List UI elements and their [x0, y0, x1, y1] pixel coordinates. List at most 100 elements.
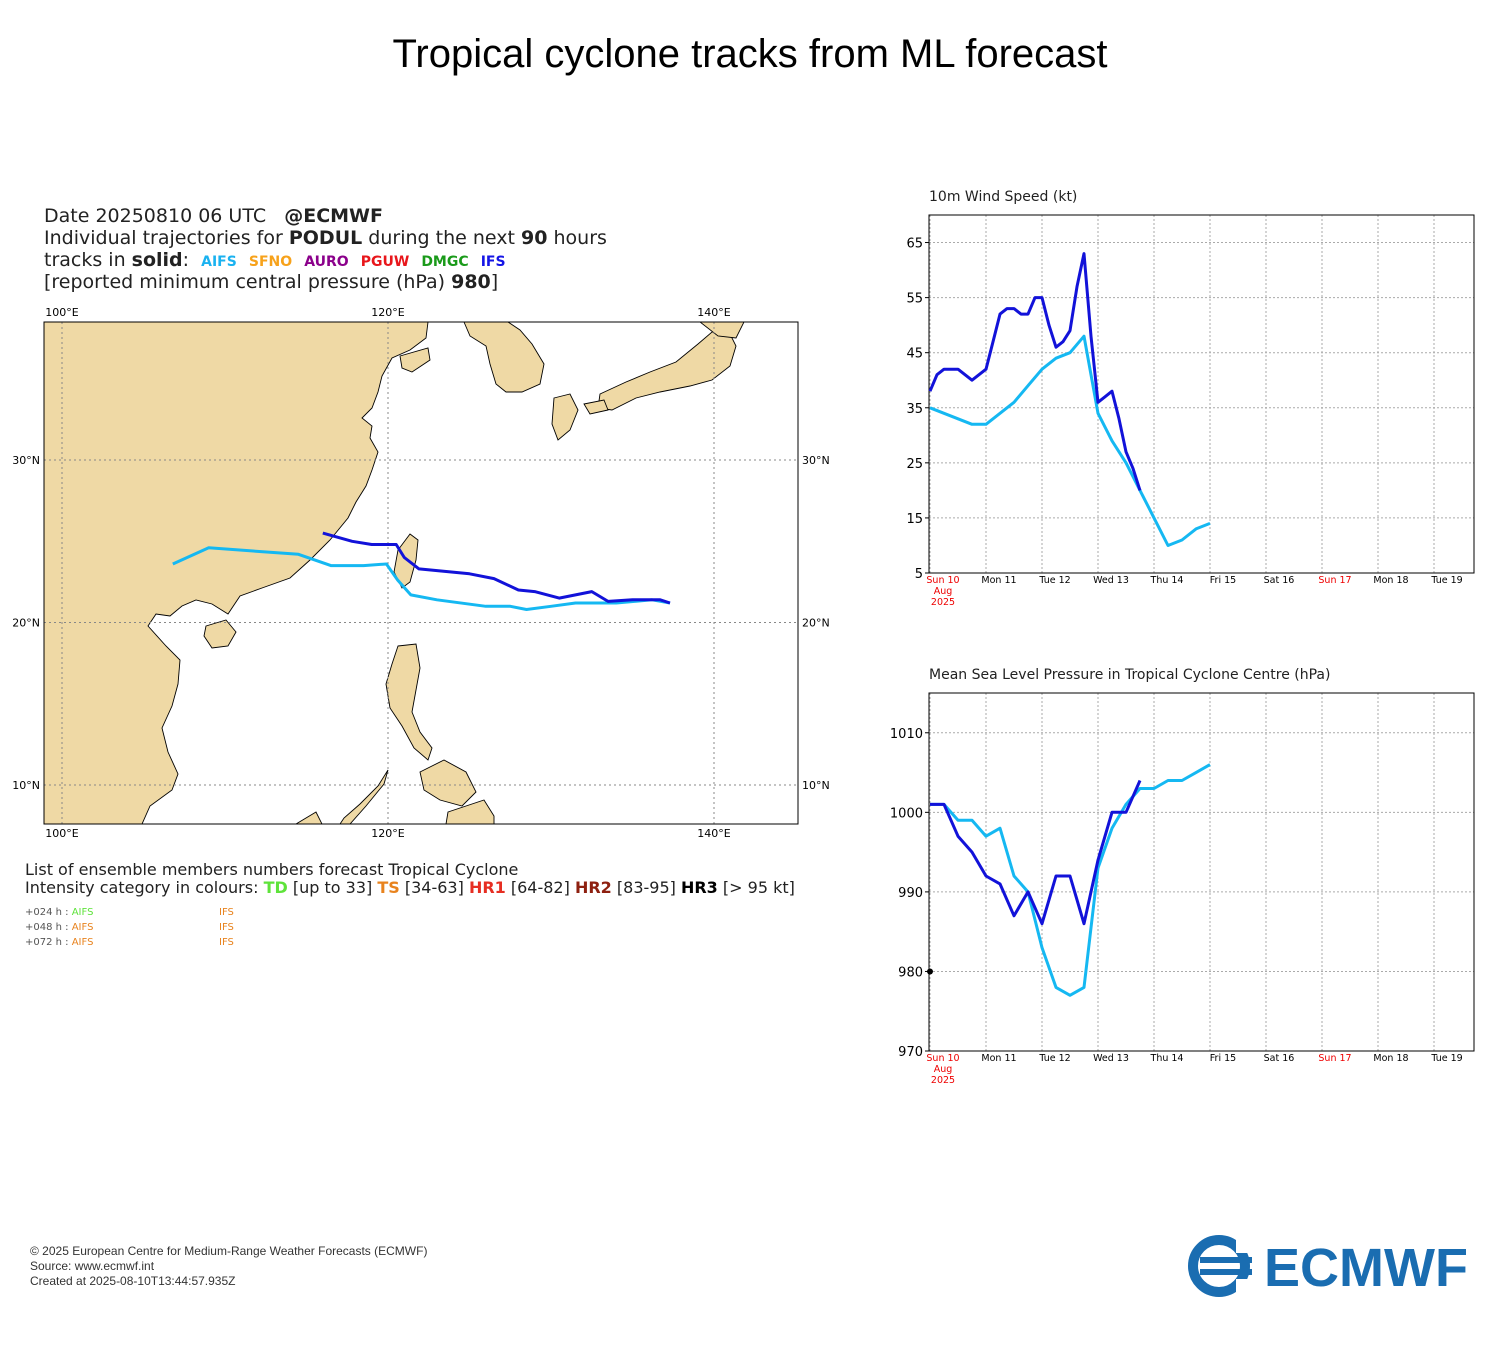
chart-xtick-label: Sat 16	[1264, 575, 1295, 586]
track-aifs	[172, 546, 671, 611]
chart-ytick-label: 1010	[890, 727, 923, 742]
chart-xtick-label: Sun 17	[1318, 1053, 1351, 1064]
chart-xtick-label: Tue 19	[1430, 1053, 1462, 1064]
map-lat-label-left: 10°N	[12, 779, 40, 792]
land-hainan	[203, 619, 237, 649]
map-lat-label-left: 30°N	[12, 454, 40, 467]
map-lat-label-right: 30°N	[802, 454, 830, 467]
legend-row-24: +024 h : AIFS	[25, 907, 93, 918]
chart-xtick-month: Aug	[934, 1064, 953, 1075]
chart-xtick-label: Wed 13	[1093, 575, 1129, 586]
legend-line-2: Intensity category in colours: TD [up to…	[25, 878, 795, 897]
legend-line-1: List of ensemble members numbers forecas…	[25, 860, 519, 879]
chart-xtick-label: Sun 10	[926, 575, 959, 586]
tracks-style: solid	[131, 249, 183, 271]
cat-hr2: HR2	[574, 878, 612, 897]
chart-frame	[928, 214, 1475, 574]
land-mindanao	[445, 799, 495, 825]
footer-source: Source: www.ecmwf.int	[30, 1259, 155, 1273]
chart-xtick-label: Tue 19	[1430, 575, 1462, 586]
page-title: Tropical cyclone tracks from ML forecast	[392, 32, 1108, 76]
map-date-line: Date 20250810 06 UTC @ECMWF	[44, 205, 383, 227]
footer-copyright: © 2025 European Centre for Medium-Range …	[30, 1244, 428, 1258]
aifs-48: AIFS	[71, 922, 94, 933]
pressure-suffix: ]	[490, 271, 499, 293]
map-axis-labels: 100°E 100°E 120°E 120°E 140°E 140°E 30°N 30°N 20…	[12, 306, 829, 840]
chart-xtick-label: Tue 12	[1038, 575, 1070, 586]
chart-ytick-label: 35	[906, 402, 923, 417]
chart-title: 10m Wind Speed (kt)	[929, 189, 1077, 205]
map-lon-label-top: 100°E	[45, 306, 78, 319]
cat-td: TD	[263, 878, 288, 897]
logo-gap-top	[1236, 1240, 1254, 1253]
chart-xtick-month: Aug	[934, 586, 953, 597]
cat-ts-range: [34-63]	[404, 878, 464, 897]
series-aifs	[929, 334, 1211, 547]
ifs-72: IFS	[219, 937, 234, 948]
chart-ytick-label: 980	[898, 965, 923, 980]
footer-created: Created at 2025-08-10T13:44:57.935Z	[30, 1274, 236, 1288]
model-auro: AURO	[304, 254, 349, 270]
model-ifs: IFS	[480, 254, 506, 270]
chart-ytick-label: 1000	[890, 806, 923, 821]
lead-24: +024 h :	[25, 907, 69, 918]
land-korea	[463, 321, 545, 393]
map-lon-label-top: 140°E	[697, 306, 730, 319]
chart-xtick-label: Fri 15	[1210, 1053, 1236, 1064]
chart-ytick-label: 65	[906, 237, 923, 252]
storm-name: PODUL	[288, 227, 363, 249]
chart-ytick-label: 970	[898, 1045, 923, 1060]
map-lat-label-right: 10°N	[802, 779, 830, 792]
land-visayas	[419, 759, 477, 807]
cat-ts: TS	[377, 878, 400, 897]
chart-xtick-label: Mon 18	[1373, 575, 1408, 586]
chart-xtick-label: Thu 14	[1150, 1053, 1184, 1064]
legend-prefix: Intensity category in colours:	[25, 878, 259, 897]
chart-xtick-label: Wed 13	[1093, 1053, 1129, 1064]
legend-row-72: +072 h : AIFS	[25, 937, 93, 948]
traj-prefix: Individual trajectories for	[44, 227, 283, 249]
series-ifs	[928, 252, 1142, 491]
cat-td-range: [up to 33]	[292, 878, 373, 897]
logo-bar-bottom-icon	[1200, 1269, 1252, 1275]
map-lon-label-top: 120°E	[371, 306, 404, 319]
pressure-prefix: [reported minimum central pressure (hPa)	[44, 271, 446, 293]
map-lon-label-bottom: 120°E	[371, 827, 404, 840]
cat-hr3-range: [> 95 kt]	[722, 878, 795, 897]
map-gridlines	[44, 322, 798, 824]
cat-hr1: HR1	[468, 878, 506, 897]
pressure-chart: Mean Sea Level Pressure in Tropical Cycl…	[890, 667, 1475, 1086]
traj-suffix: hours	[553, 227, 607, 249]
date-text: Date 20250810 06 UTC	[44, 205, 267, 227]
chart-xtick-label: Mon 18	[1373, 1053, 1408, 1064]
chart-xtick-year: 2025	[931, 597, 955, 608]
ecmwf-handle: @ECMWF	[284, 205, 383, 227]
map-frame	[43, 321, 799, 825]
land-luzon	[385, 643, 433, 761]
chart-title: Mean Sea Level Pressure in Tropical Cycl…	[929, 667, 1330, 683]
chart-xtick-label: Mon 11	[981, 1053, 1016, 1064]
cat-hr2-range: [83-95]	[616, 878, 676, 897]
series-ifs	[930, 779, 1142, 926]
chart-ytick-label: 990	[898, 886, 923, 901]
land-mainland-asia	[43, 321, 429, 825]
model-pguw: PGUW	[360, 254, 410, 270]
series-aifs	[930, 763, 1211, 997]
lead-48: +048 h :	[25, 922, 69, 933]
land-shandong	[399, 347, 431, 373]
map-land	[43, 321, 745, 825]
tracks-prefix: tracks in	[44, 249, 126, 271]
logo-gap-bottom	[1236, 1279, 1254, 1292]
wind-speed-chart: 10m Wind Speed (kt) Sun 10 Mon 11 Tue 12 Wed…	[906, 189, 1475, 608]
trajectory-description: Individual trajectories for PODUL during…	[44, 227, 607, 249]
logo-ring-icon	[1188, 1235, 1250, 1297]
ifs-24: IFS	[219, 907, 234, 918]
map-lat-label-left: 20°N	[12, 617, 40, 630]
chart-xtick-label: Sat 16	[1264, 1053, 1295, 1064]
cat-hr1-range: [64-82]	[510, 878, 570, 897]
track-ifs	[322, 531, 671, 605]
cat-hr3: HR3	[680, 878, 718, 897]
forecast-hours: 90	[521, 227, 548, 249]
pressure-value: 980	[451, 271, 491, 293]
